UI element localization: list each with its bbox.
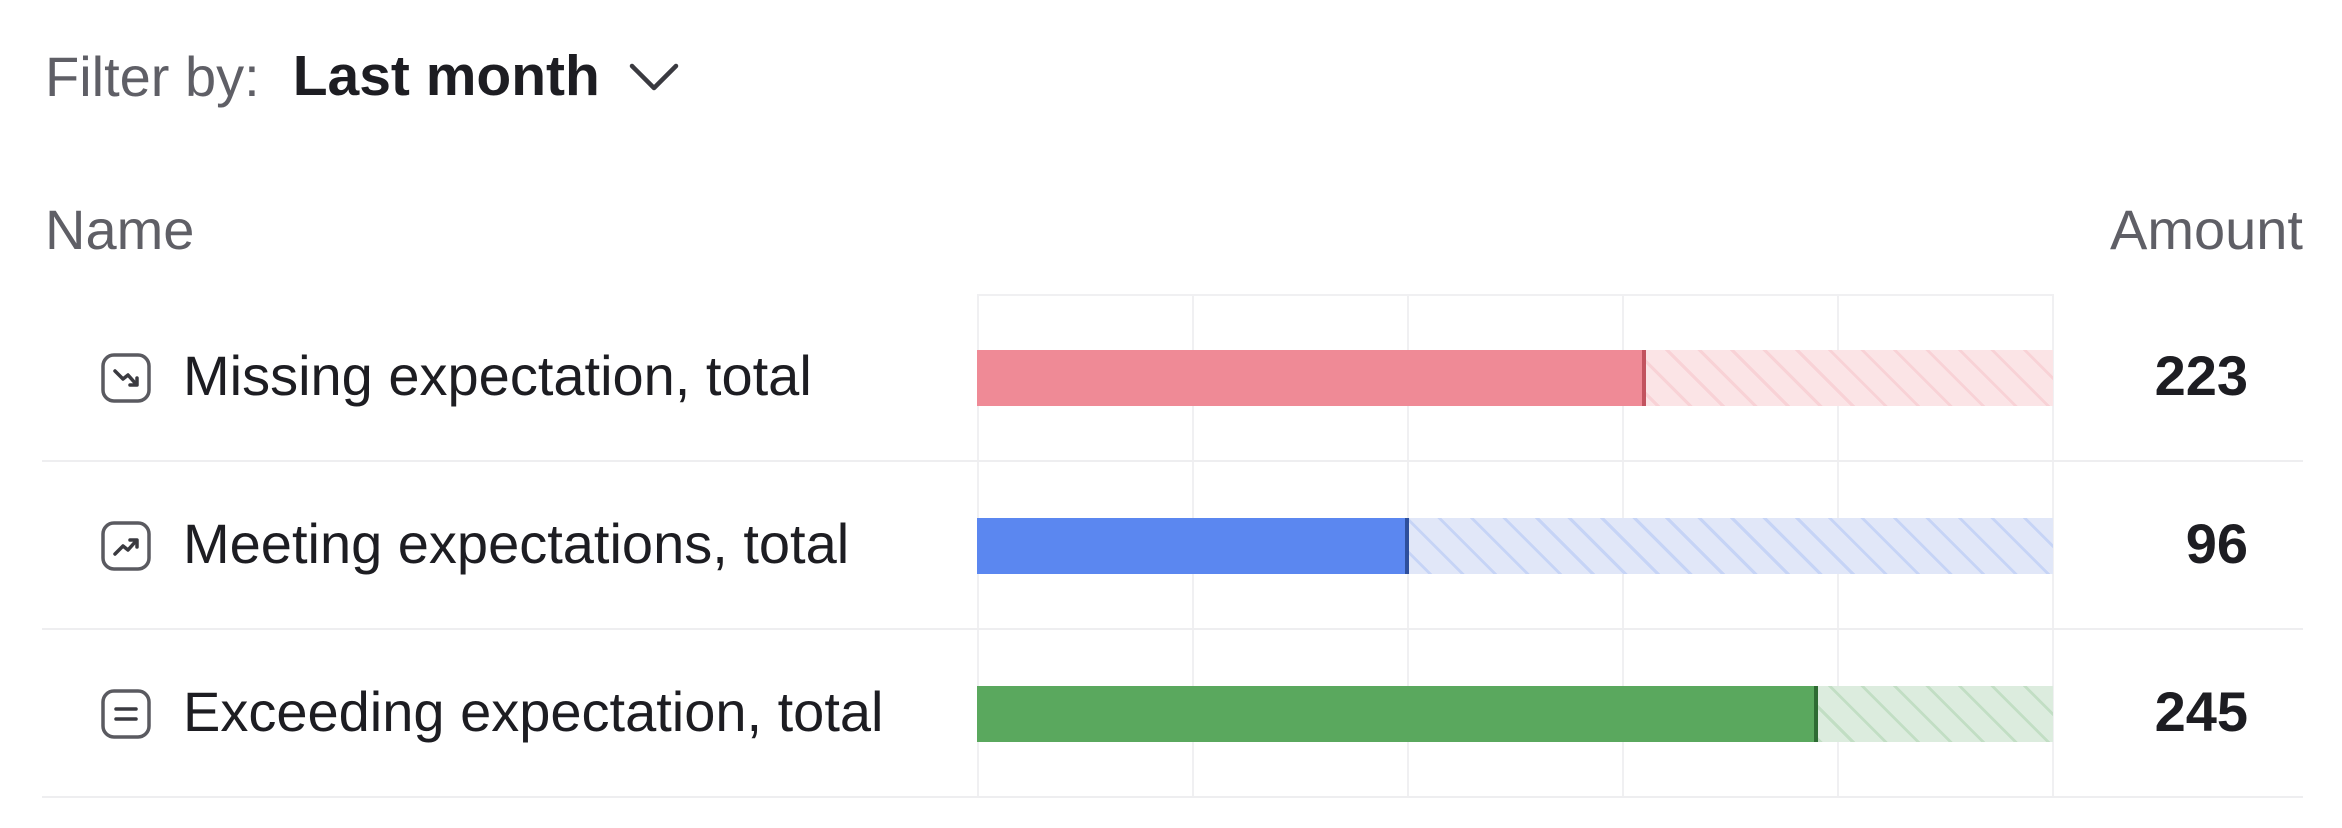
- row-amount: 245: [2154, 680, 2248, 743]
- trend-down-icon: [100, 352, 152, 404]
- row-amount: 223: [2154, 344, 2248, 407]
- bar-track: [977, 686, 2053, 742]
- filter-bar: Filter by: Last month: [45, 38, 682, 114]
- bar-fill: [977, 686, 1816, 742]
- row-amount: 96: [2185, 512, 2248, 575]
- equals-icon: [100, 688, 152, 740]
- chevron-down-icon[interactable]: [626, 48, 682, 104]
- chart-grid-line: [2052, 294, 2054, 796]
- table-row[interactable]: Missing expectation, total 223: [42, 294, 2303, 462]
- bar-track: [977, 350, 2053, 406]
- row-label: Exceeding expectation, total: [183, 680, 884, 743]
- column-header-amount[interactable]: Amount: [2110, 198, 2303, 261]
- table-row[interactable]: Meeting expectations, total 96: [42, 462, 2303, 630]
- filter-dropdown[interactable]: Last month: [293, 43, 682, 109]
- bar-marker: [1642, 350, 1646, 406]
- filter-value[interactable]: Last month: [292, 44, 600, 108]
- filter-label: Filter by:: [45, 44, 260, 108]
- bar-fill: [977, 518, 1407, 574]
- bar-marker: [1814, 686, 1818, 742]
- table-row[interactable]: Exceeding expectation, total 245: [42, 630, 2303, 798]
- row-label: Missing expectation, total: [183, 344, 812, 407]
- row-label: Meeting expectations, total: [183, 512, 850, 575]
- row-divider: [42, 628, 2303, 630]
- column-header-name[interactable]: Name: [45, 198, 195, 261]
- bar-track: [977, 518, 2053, 574]
- bar-marker: [1405, 518, 1409, 574]
- chart-grid-top: [977, 294, 2053, 296]
- row-divider: [42, 796, 2303, 798]
- bar-fill: [977, 350, 1644, 406]
- trend-up-icon: [100, 520, 152, 572]
- row-divider: [42, 460, 2303, 462]
